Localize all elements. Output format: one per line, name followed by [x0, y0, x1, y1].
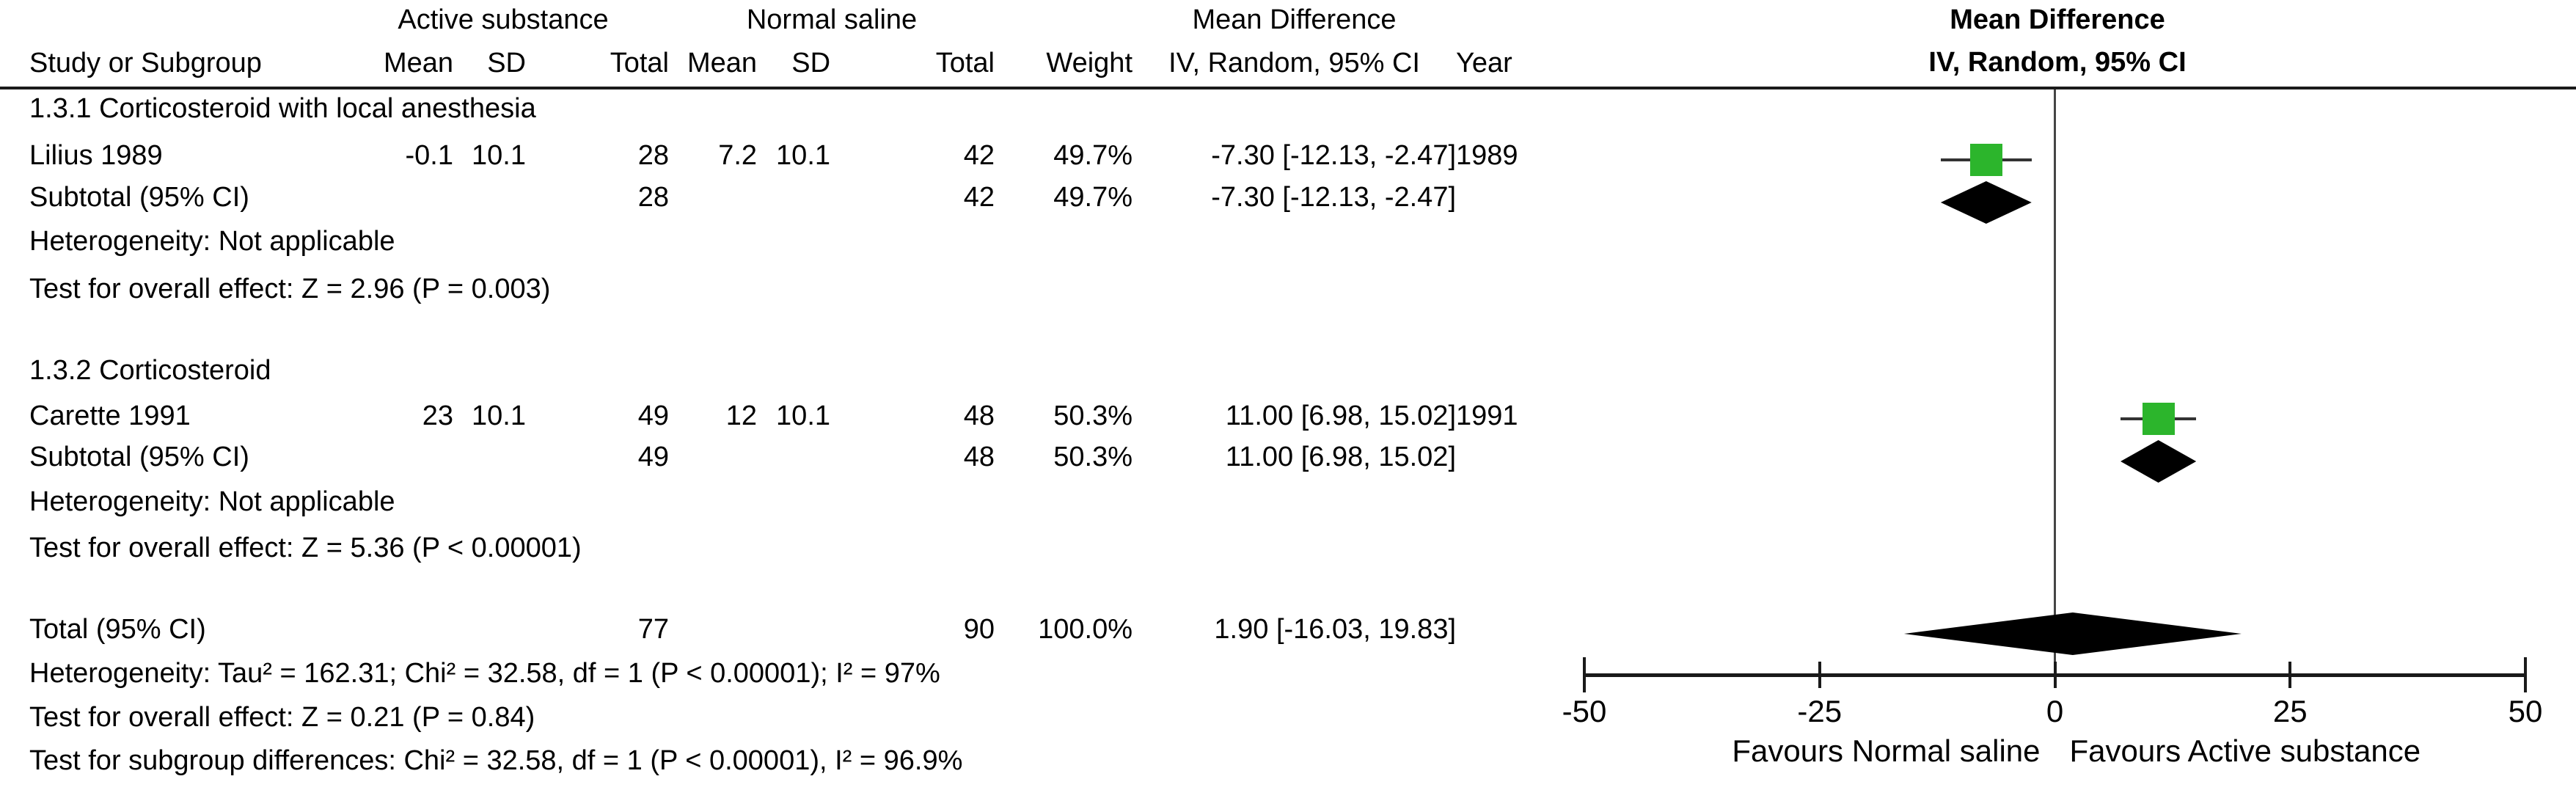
subtotal-diamond	[2121, 440, 2197, 483]
study-row: Lilius 1989 -0.1 10.1 28 7.2 10.1 42 49.…	[29, 132, 1584, 179]
axis-tick-label: 0	[2046, 694, 2064, 728]
total-overall-effect-note: Test for overall effect: Z = 0.21 (P = 0…	[29, 702, 535, 733]
col-header-total-active: Total	[610, 47, 670, 78]
header-spacer	[1456, 0, 1584, 40]
col-header-study: Study or Subgroup	[29, 47, 262, 78]
group-header-mean-difference: Mean Difference	[1192, 4, 1397, 35]
mean-active: -0.1	[405, 139, 453, 171]
total-active: 28	[637, 139, 670, 171]
subtotal-total-active: 28	[637, 181, 670, 213]
header-spacer	[995, 0, 1133, 40]
col-header-total-saline: Total	[935, 47, 995, 78]
total-heterogeneity-note: Heterogeneity: Tau² = 162.31; Chi² = 32.…	[29, 658, 940, 689]
total-total-active: 77	[637, 613, 670, 645]
sd-saline: 10.1	[776, 139, 831, 171]
axis-tick	[2524, 657, 2527, 692]
ci-value: 11.00 [6.98, 15.02]	[1225, 400, 1457, 431]
total-label: Total (95% CI)	[29, 613, 206, 645]
axis-tick	[2288, 662, 2292, 688]
study-name: Lilius 1989	[29, 139, 163, 171]
total-diamond	[1903, 612, 2242, 655]
group-header-active-substance: Active substance	[398, 4, 609, 35]
study-row: Carette 1991 23 10.1 49 12 10.1 48 50.3%…	[29, 393, 1584, 439]
col-header-ci: IV, Random, 95% CI	[1168, 47, 1420, 78]
col-header-year: Year	[1456, 47, 1512, 78]
subtotal-row: Subtotal (95% CI) 28 42 49.7% -7.30 [-12…	[29, 179, 1584, 216]
group-header-normal-saline: Normal saline	[746, 4, 918, 35]
col-header-sd-saline: SD	[791, 47, 831, 78]
subtotal-ci: -7.30 [-12.13, -2.47]	[1211, 181, 1457, 213]
subtotal-weight: 50.3%	[1053, 442, 1133, 472]
col-header-weight: Weight	[1046, 47, 1133, 78]
results-table: Active substance Normal saline Mean Diff…	[29, 0, 1584, 782]
plot-title: Mean Difference	[1950, 4, 2165, 35]
axis-tick-label: -25	[1797, 694, 1843, 728]
axis-tick	[2053, 662, 2057, 688]
weight-value: 49.7%	[1053, 139, 1133, 171]
mean-saline: 7.2	[718, 139, 758, 171]
ci-value: -7.30 [-12.13, -2.47]	[1211, 139, 1457, 171]
sd-active: 10.1	[472, 400, 526, 431]
study-name: Carette 1991	[29, 400, 191, 431]
study-square-marker	[2142, 403, 2175, 435]
subgroup-title: 1.3.1 Corticosteroid with local anesthes…	[29, 93, 536, 124]
subtotal-ci: 11.00 [6.98, 15.02]	[1225, 442, 1457, 472]
study-square-marker	[1969, 144, 2002, 176]
spacer-row	[29, 569, 1584, 607]
subtotal-diamond	[1940, 181, 2032, 224]
overall-effect-note: Test for overall effect: Z = 2.96 (P = 0…	[29, 273, 551, 304]
subtotal-weight: 49.7%	[1053, 181, 1133, 213]
total-row: Total (95% CI) 77 90 100.0% 1.90 [-16.03…	[29, 607, 1584, 651]
total-weight: 100.0%	[1038, 613, 1133, 645]
subtotal-label: Subtotal (95% CI)	[29, 442, 249, 472]
weight-value: 50.3%	[1053, 400, 1133, 431]
total-saline: 48	[963, 400, 995, 431]
favours-right-label: Favours Active substance	[2069, 734, 2421, 768]
subtotal-total-saline: 48	[963, 442, 995, 472]
subtotal-row: Subtotal (95% CI) 49 48 50.3% 11.00 [6.9…	[29, 439, 1584, 476]
subtotal-total-saline: 42	[963, 181, 995, 213]
mean-saline: 12	[725, 400, 758, 431]
spacer-row	[29, 311, 1584, 348]
axis-tick-label: 25	[2272, 694, 2308, 728]
sd-active: 10.1	[472, 139, 526, 171]
col-header-sd-active: SD	[487, 47, 526, 78]
subtotal-label: Subtotal (95% CI)	[29, 181, 249, 213]
favours-left-label: Favours Normal saline	[1732, 734, 2041, 768]
header-divider	[0, 87, 2576, 89]
total-saline: 42	[963, 139, 995, 171]
plot-subtitle: IV, Random, 95% CI	[1928, 47, 2187, 78]
axis-tick-label: 50	[2508, 694, 2543, 728]
axis-tick	[1818, 662, 1821, 688]
total-total-saline: 90	[963, 613, 995, 645]
axis-tick-label: -50	[1562, 694, 1607, 728]
axis-tick	[1583, 657, 1586, 692]
total-active: 49	[637, 400, 670, 431]
mean-active: 23	[422, 400, 453, 431]
header-spacer	[29, 0, 337, 40]
zero-effect-line	[2054, 89, 2056, 675]
heterogeneity-note: Heterogeneity: Not applicable	[29, 225, 395, 257]
subgroup-title: 1.3.2 Corticosteroid	[29, 354, 271, 386]
sd-saline: 10.1	[776, 400, 831, 431]
col-header-mean-saline: Mean	[687, 47, 758, 78]
year-value: 1991	[1456, 400, 1518, 431]
col-header-mean-active: Mean	[383, 47, 453, 78]
subtotal-total-active: 49	[637, 442, 670, 472]
total-ci: 1.90 [-16.03, 19.83]	[1214, 613, 1457, 645]
year-value: 1989	[1456, 139, 1518, 171]
overall-effect-note: Test for overall effect: Z = 5.36 (P < 0…	[29, 533, 582, 563]
subgroup-differences-note: Test for subgroup differences: Chi² = 32…	[29, 745, 963, 776]
heterogeneity-note: Heterogeneity: Not applicable	[29, 486, 395, 517]
